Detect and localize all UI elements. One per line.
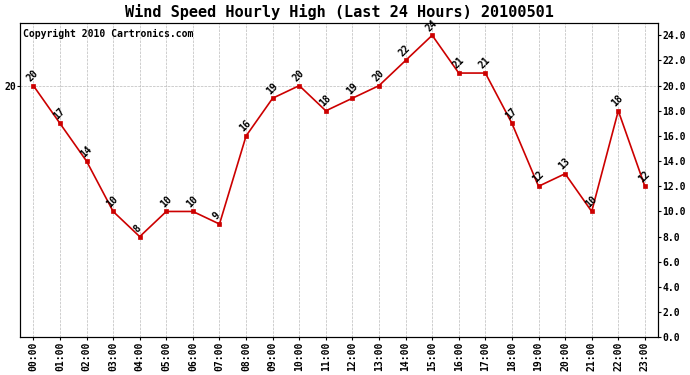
Text: 12: 12	[530, 169, 546, 184]
Text: 19: 19	[264, 81, 279, 96]
Text: 10: 10	[158, 194, 173, 209]
Text: 17: 17	[504, 106, 519, 121]
Title: Wind Speed Hourly High (Last 24 Hours) 20100501: Wind Speed Hourly High (Last 24 Hours) 2…	[125, 4, 553, 20]
Text: 20: 20	[25, 68, 41, 84]
Text: 13: 13	[557, 156, 572, 171]
Text: 17: 17	[52, 106, 67, 121]
Text: 16: 16	[238, 118, 253, 134]
Text: 22: 22	[397, 43, 413, 58]
Text: 21: 21	[451, 56, 466, 71]
Text: 18: 18	[317, 93, 333, 109]
Text: 10: 10	[583, 194, 599, 209]
Text: 9: 9	[211, 211, 222, 222]
Text: 14: 14	[78, 144, 94, 159]
Text: 8: 8	[131, 223, 143, 234]
Text: 10: 10	[184, 194, 200, 209]
Text: Copyright 2010 Cartronics.com: Copyright 2010 Cartronics.com	[23, 29, 194, 39]
Text: 12: 12	[637, 169, 652, 184]
Text: 19: 19	[344, 81, 359, 96]
Text: 21: 21	[477, 56, 493, 71]
Text: 18: 18	[610, 93, 625, 109]
Text: 10: 10	[105, 194, 120, 209]
Text: 20: 20	[371, 68, 386, 84]
Text: 24: 24	[424, 18, 440, 33]
Text: 20: 20	[291, 68, 306, 84]
